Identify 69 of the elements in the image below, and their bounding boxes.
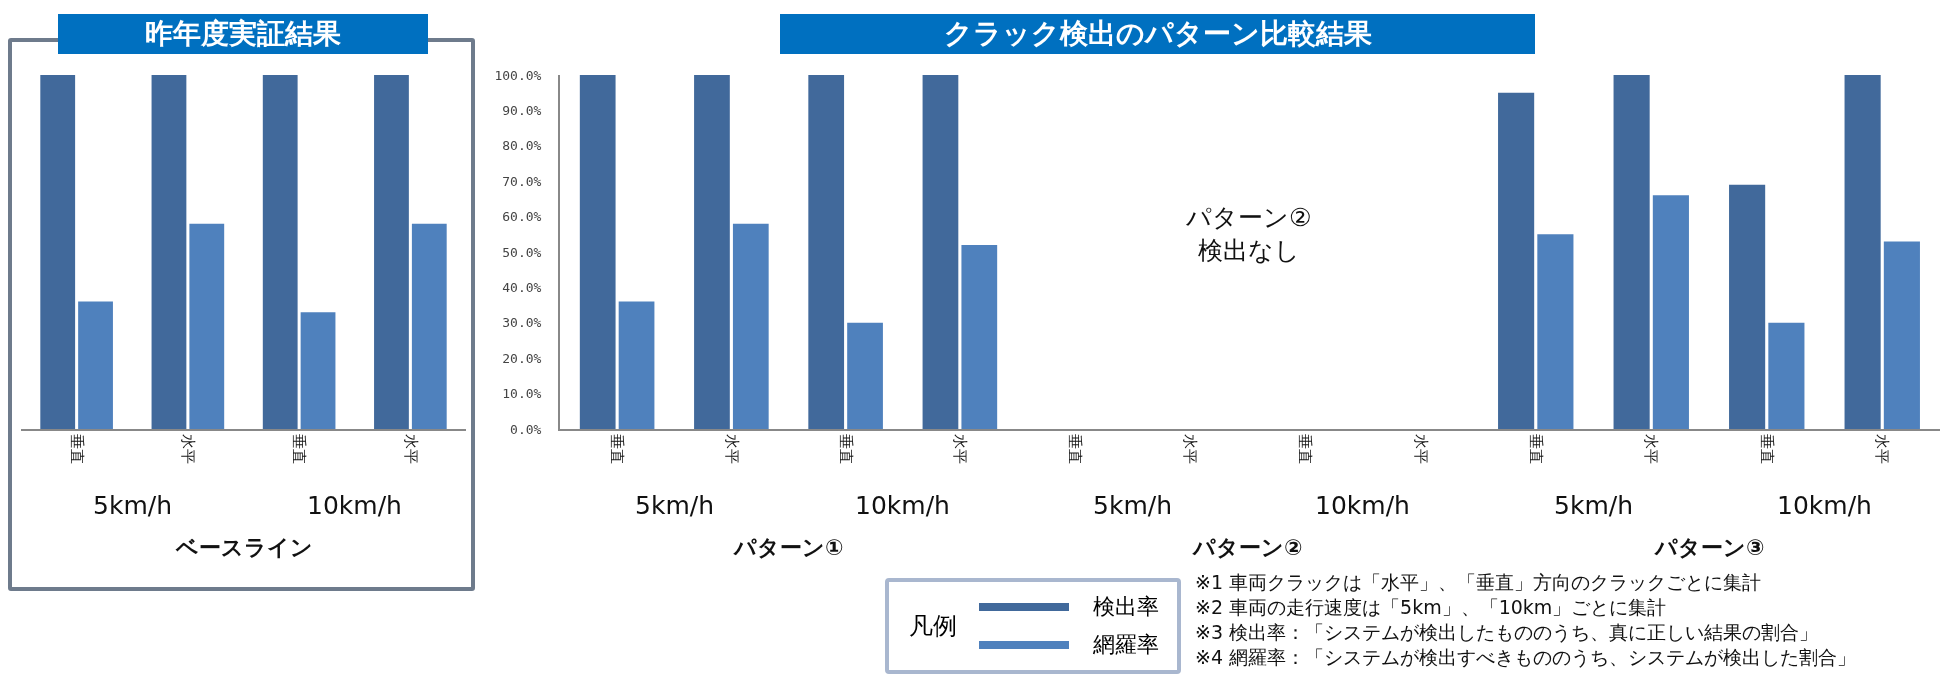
y-tick-label: 20.0% [502,350,542,366]
chart-title: 昨年度実証結果 [58,14,428,54]
text: 5km/h [93,491,173,520]
bar [40,75,76,429]
x-tick-label: 水平 [401,434,420,464]
text: 5km/h [635,491,715,520]
text: ※1 車両クラックは「水平」、「垂直」方向のクラックごとに集計 [1195,570,1763,595]
bar [1498,92,1535,429]
bar [151,75,187,429]
annotation: パターン② 検出なし [1185,203,1312,265]
bar [1537,234,1574,429]
y-tick-label: 90.0% [502,102,542,118]
x-tick-label: 水平 [1181,434,1200,464]
text: 5km/h [1093,491,1173,520]
y-tick-label: 80.0% [502,138,542,154]
legend-label: 検出率 [1093,593,1159,621]
bar [808,75,845,429]
bar [732,223,769,429]
x-axis-title: ベースライン [175,535,313,560]
x-tick-label: 垂直 [290,434,309,464]
y-tick-label: 10.0% [502,386,542,402]
x-tick-label: 水平 [1411,434,1430,464]
text: ※2 車両の走行速度は「5km」、「10km」ごとに集計 [1195,595,1668,620]
bar [922,75,959,429]
x-tick-label: 水平 [179,434,198,464]
bar [1613,75,1650,429]
text: 10km/h [1777,491,1872,520]
legend-label: 網羅率 [1093,631,1159,659]
y-tick-label: 0.0% [510,421,542,437]
text: ※3 検出率：「システムが検出したもののうち、真に正しい結果の割合」 [1195,620,1820,645]
bar [1768,322,1805,429]
legend-title: 凡例 [909,611,957,642]
bar [300,312,336,429]
bar [1652,195,1689,429]
y-tick-label: 30.0% [502,315,542,331]
bar [847,322,883,429]
y-tick-label: 50.0% [502,244,542,260]
x-axis-title: パターン② [1192,535,1303,560]
x-tick-label: 垂直 [67,434,86,464]
bar [1729,184,1766,429]
x-tick-label: 垂直 [1757,434,1776,464]
x-tick-label: 水平 [1873,434,1892,464]
text: ※4 網羅率：「システムが検出すべきもののうち、システムが検出した割合」 [1195,645,1857,670]
bar [579,75,616,429]
bar [262,75,298,429]
chart-title: クラック検出のパターン比較結果 [780,14,1535,54]
bar [961,244,998,429]
y-tick-label: 40.0% [502,279,542,295]
x-tick-label: 水平 [1642,434,1661,464]
bar [411,223,447,429]
y-tick-label: 100.0% [494,67,542,83]
y-tick-label: 60.0% [502,209,542,225]
x-tick-label: 垂直 [1296,434,1315,464]
x-tick-label: 垂直 [1065,434,1084,464]
text: 5km/h [1554,491,1634,520]
bar [694,75,730,429]
bar [189,223,225,429]
bar [618,301,655,429]
text: 10km/h [1315,491,1410,520]
text: 10km/h [307,491,402,520]
x-tick-label: 垂直 [1526,434,1545,464]
bar [374,75,409,429]
x-axis-title: パターン① [733,535,844,560]
bar [1844,75,1881,429]
bar [78,301,113,429]
text: 10km/h [855,491,950,520]
x-axis-title: パターン③ [1654,535,1765,560]
bar [1883,241,1920,429]
y-tick-label: 70.0% [502,173,542,189]
